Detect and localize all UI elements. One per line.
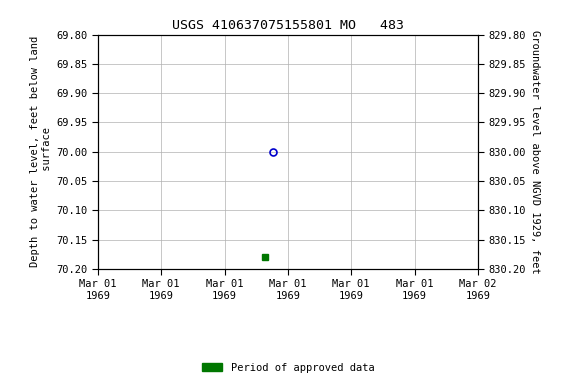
Legend: Period of approved data: Period of approved data	[198, 359, 378, 377]
Title: USGS 410637075155801 MO   483: USGS 410637075155801 MO 483	[172, 19, 404, 32]
Y-axis label: Groundwater level above NGVD 1929, feet: Groundwater level above NGVD 1929, feet	[530, 30, 540, 273]
Y-axis label: Depth to water level, feet below land
 surface: Depth to water level, feet below land su…	[31, 36, 52, 267]
